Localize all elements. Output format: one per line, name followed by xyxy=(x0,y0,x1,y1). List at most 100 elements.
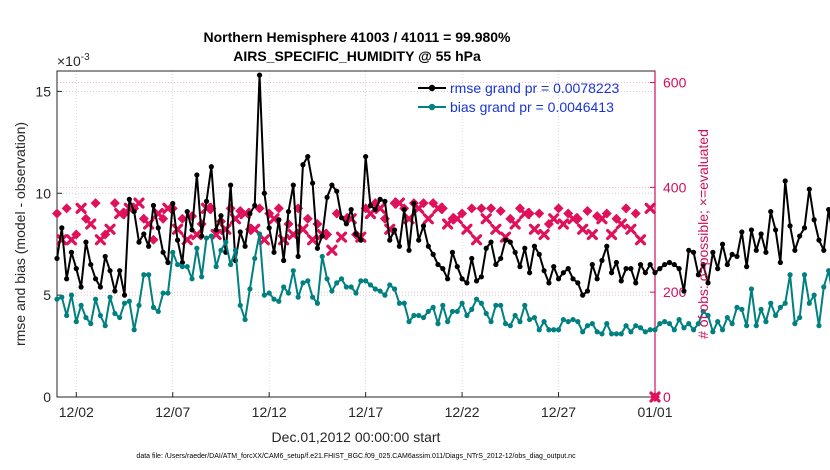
rmse-point-22 xyxy=(160,249,166,255)
bias-point-91 xyxy=(493,302,499,308)
obs-evaluated-point-5 xyxy=(104,223,116,235)
rmse-point-42 xyxy=(256,72,263,78)
bias-point-133 xyxy=(695,321,702,327)
obs-evaluated-point-29 xyxy=(335,231,348,243)
bias-point-136 xyxy=(710,329,716,335)
rmse-point-72 xyxy=(401,206,407,213)
obs-evaluated-point-6 xyxy=(114,207,126,220)
bias-point-98 xyxy=(527,316,533,323)
rmse-point-61 xyxy=(348,206,354,213)
obs-possible-point-23 xyxy=(273,203,284,214)
bias-point-52 xyxy=(305,278,311,284)
bias-point-92 xyxy=(498,302,504,308)
rmse-point-100 xyxy=(536,251,542,257)
bias-point-44 xyxy=(266,290,272,296)
rmse-point-64 xyxy=(363,153,369,160)
rmse-point-132 xyxy=(690,249,697,255)
bias-point-5 xyxy=(78,302,84,308)
obs-evaluated-point-35 xyxy=(393,197,406,209)
bias-point-153 xyxy=(792,321,798,327)
rmse-point-77 xyxy=(425,243,431,249)
bias-point-45 xyxy=(271,296,277,302)
rmse-point-149 xyxy=(772,227,779,233)
rmse-point-120 xyxy=(633,280,639,286)
obs-evaluated-point-50 xyxy=(538,228,550,241)
rmse-point-102 xyxy=(546,280,552,286)
obs-evaluated-point-49 xyxy=(528,223,541,235)
bias-point-122 xyxy=(642,329,648,335)
bias-point-70 xyxy=(391,286,398,292)
y-axis-left-ticks: 0 5 10 15 xyxy=(35,83,62,405)
obs-possible-point-24 xyxy=(283,219,294,230)
obs-evaluated-point-4 xyxy=(94,234,107,246)
bias-point-101 xyxy=(541,319,547,325)
rmse-point-46 xyxy=(276,217,282,223)
bias-point-144 xyxy=(748,286,755,292)
rmse-point-92 xyxy=(498,255,504,262)
bias-point-4 xyxy=(73,319,79,325)
bias-point-81 xyxy=(445,319,451,325)
bias-point-126 xyxy=(662,319,668,325)
bias-point-154 xyxy=(797,314,803,321)
bias-point-3 xyxy=(68,292,75,298)
chart-title-line2: AIRS_SPECIFIC_HUMIDITY @ 55 hPa xyxy=(233,48,481,64)
rmse-point-99 xyxy=(531,243,538,249)
bias-point-149 xyxy=(772,312,779,319)
rmse-point-123 xyxy=(647,261,653,268)
rmse-point-124 xyxy=(652,270,658,276)
rmse-point-21 xyxy=(155,225,161,231)
obs-evaluated-point-8 xyxy=(133,197,145,209)
obs-possible-point-0 xyxy=(52,208,62,219)
rmse-point-88 xyxy=(478,274,484,280)
rmse-point-91 xyxy=(493,261,499,268)
obs-evaluated-point-45 xyxy=(490,223,502,235)
obs-evaluated-point-38 xyxy=(422,213,434,225)
rmse-point-76 xyxy=(420,223,427,229)
rmse-point-67 xyxy=(377,196,383,202)
obs-evaluated-point-53 xyxy=(567,213,579,225)
obs-evaluated-point-58 xyxy=(615,218,627,230)
obs-evaluated-point-52 xyxy=(557,218,569,230)
bias-point-106 xyxy=(565,319,571,325)
rmse-point-122 xyxy=(642,270,648,276)
obs-possible-point-44 xyxy=(476,203,487,214)
y-right-tick-label-0: 0 xyxy=(663,389,671,405)
obs-possible-point-60 xyxy=(630,208,641,219)
bias-point-27 xyxy=(184,264,190,270)
rmse-point-103 xyxy=(551,264,557,270)
rmse-point-65 xyxy=(367,202,374,209)
rmse-point-133 xyxy=(695,272,702,278)
bias-point-32 xyxy=(208,233,214,239)
bias-point-34 xyxy=(218,247,224,253)
bias-point-59 xyxy=(338,276,345,282)
y-axis-right-ticks: 0 200 400 600 xyxy=(650,71,687,405)
bias-point-112 xyxy=(594,329,600,335)
bias-point-135 xyxy=(705,312,711,319)
rmse-point-112 xyxy=(594,276,600,282)
series-layer xyxy=(54,72,830,337)
rmse-point-116 xyxy=(613,259,620,266)
obs-possible-point-4 xyxy=(90,198,101,209)
obs-evaluated-point-3 xyxy=(85,218,97,230)
rmse-point-20 xyxy=(150,202,157,209)
x-axis-ticks: 12/02 12/07 12/12 12/17 12/22 12/27 01/01 xyxy=(59,392,673,420)
rmse-point-106 xyxy=(565,266,571,272)
rmse-point-155 xyxy=(801,225,808,231)
rmse-point-63 xyxy=(358,237,364,243)
rmse-point-148 xyxy=(768,208,774,215)
x-tick-label-3: 12/17 xyxy=(348,404,383,420)
rmse-point-10 xyxy=(102,253,108,260)
rmse-point-82 xyxy=(449,249,456,255)
bias-point-152 xyxy=(787,272,793,278)
rmse-point-86 xyxy=(469,255,475,262)
bias-point-131 xyxy=(686,321,692,327)
rmse-point-27 xyxy=(184,208,190,215)
rmse-point-17 xyxy=(136,239,142,245)
bias-point-30 xyxy=(199,274,205,280)
rmse-point-48 xyxy=(285,208,292,215)
rmse-point-105 xyxy=(560,270,566,276)
rmse-point-2 xyxy=(64,276,70,282)
bias-point-150 xyxy=(777,304,783,310)
bias-point-148 xyxy=(768,300,774,306)
rmse-point-151 xyxy=(782,178,788,184)
